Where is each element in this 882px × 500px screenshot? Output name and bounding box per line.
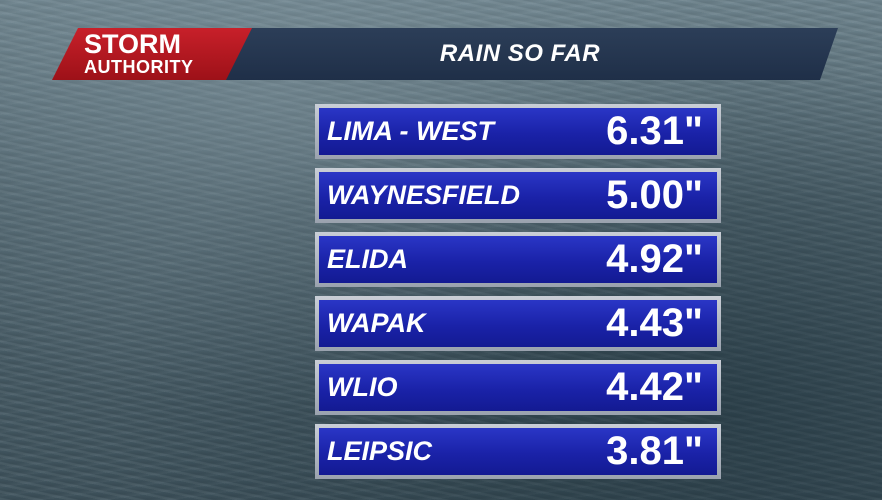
rain-amount: 4.92"	[606, 237, 703, 281]
location-name: WLIO	[327, 372, 398, 402]
rainfall-row: ELIDA 4.92"	[315, 232, 721, 287]
rainfall-row: WAPAK 4.43"	[315, 296, 721, 351]
rainfall-row: WLIO 4.42"	[315, 360, 721, 415]
rain-amount: 6.31"	[606, 109, 703, 153]
logo-line-storm: STORM	[84, 29, 182, 59]
location-name: WAYNESFIELD	[327, 180, 521, 210]
location-name: ELIDA	[327, 244, 408, 274]
storm-authority-logo: STORM AUTHORITY	[52, 28, 252, 80]
location-name: LIMA - WEST	[327, 116, 494, 146]
header-banner: RAIN SO FAR STORM AUTHORITY	[52, 28, 838, 80]
rain-amount: 4.42"	[606, 365, 703, 409]
location-name: LEIPSIC	[327, 436, 433, 466]
location-name: WAPAK	[327, 308, 426, 338]
rainfall-list: LIMA - WEST 6.31" WAYNESFIELD 5.00" ELID…	[315, 104, 721, 488]
rain-amount: 3.81"	[606, 429, 703, 473]
rainfall-row: WAYNESFIELD 5.00"	[315, 168, 721, 223]
title-bar	[202, 28, 838, 80]
rain-amount: 4.43"	[606, 301, 703, 345]
rain-amount: 5.00"	[606, 173, 703, 217]
rainfall-row: LEIPSIC 3.81"	[315, 424, 721, 479]
rainfall-row: LIMA - WEST 6.31"	[315, 104, 721, 159]
page-title: RAIN SO FAR	[439, 40, 601, 67]
logo-line-authority: AUTHORITY	[84, 57, 194, 77]
